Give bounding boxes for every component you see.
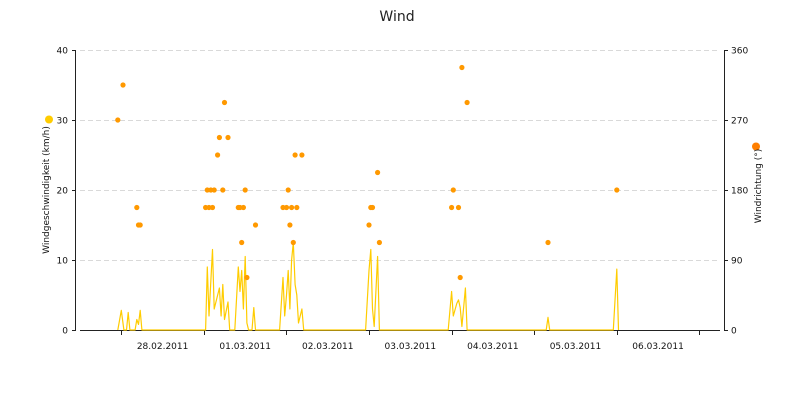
chart-title: Wind [379,9,414,25]
wind-direction-point [211,187,217,193]
wind-direction-point [376,239,382,246]
wind-direction-point [240,204,246,211]
wind-direction-point [252,222,259,228]
x-tick-label: 02.03.2011 [302,342,354,352]
axis-labels: Windgeschwindigkeit (km/h) Windrichtung … [42,115,764,254]
wind-direction-point [283,204,290,211]
right-tick-label: 0 [731,327,737,337]
wind-direction-point [294,204,300,211]
wind-direction-legend-dot [752,142,760,151]
wind-direction-point [215,152,221,158]
x-tick-label: 28.02.2011 [137,342,189,352]
right-tick-label: 90 [731,257,743,267]
left-axis-ticks: 0 10 20 30 40 [57,47,76,337]
wind-direction-point [457,274,463,281]
wind-direction-point [120,82,126,88]
wind-direction-point [450,187,456,193]
wind-direction-point [209,204,216,211]
x-axis-ticks: 28.02.2011 01.03.2011 02.03.2011 03.03.2011… [121,330,700,352]
wind-direction-point [225,134,231,141]
wind-direction-point [134,204,140,211]
wind-direction-point [239,239,245,246]
wind-direction-point [290,239,296,246]
x-tick-label: 03.03.2011 [385,342,437,352]
wind-direction-series [115,64,620,281]
wind-direction-point [287,222,293,228]
wind-direction-point [375,169,381,176]
wind-direction-point [545,239,551,246]
wind-direction-point [242,187,248,193]
wind-direction-point [464,99,470,106]
wind-direction-point [366,222,372,228]
wind-speed-legend-dot [45,115,53,124]
wind-direction-point [455,204,462,211]
wind-speed-line [117,241,620,331]
left-axis-label: Windgeschwindigkeit (km/h) [42,126,52,254]
right-axis-ticks: 0 90 180 270 360 [724,47,748,337]
right-tick-label: 270 [731,117,748,127]
grid-lines [80,50,720,261]
wind-direction-point [216,134,222,141]
left-tick-label: 0 [62,327,68,337]
wind-direction-point [449,204,455,211]
x-tick-label: 01.03.2011 [219,342,271,352]
right-axis-label: Windrichtung (°) [754,149,764,224]
wind-direction-point [459,64,465,71]
wind-direction-point [221,99,228,106]
x-tick-label: 04.03.2011 [467,342,519,352]
wind-speed-series [117,241,620,331]
wind-direction-point [244,274,250,281]
x-tick-label: 05.03.2011 [550,342,602,352]
wind-direction-point [614,187,620,193]
x-tick-label: 06.03.2011 [632,342,684,352]
wind-direction-point [369,204,376,211]
left-tick-label: 30 [57,117,69,127]
wind-direction-point [220,187,226,193]
wind-direction-point [299,152,305,158]
wind-direction-point [115,117,121,123]
left-tick-label: 10 [57,257,69,267]
wind-direction-point [137,222,143,228]
left-tick-label: 40 [57,47,69,57]
wind-direction-point [289,204,295,211]
right-tick-label: 180 [731,187,748,197]
wind-direction-point [292,152,298,158]
right-tick-label: 360 [731,47,748,57]
wind-direction-point [285,187,291,193]
left-tick-label: 20 [57,187,69,197]
